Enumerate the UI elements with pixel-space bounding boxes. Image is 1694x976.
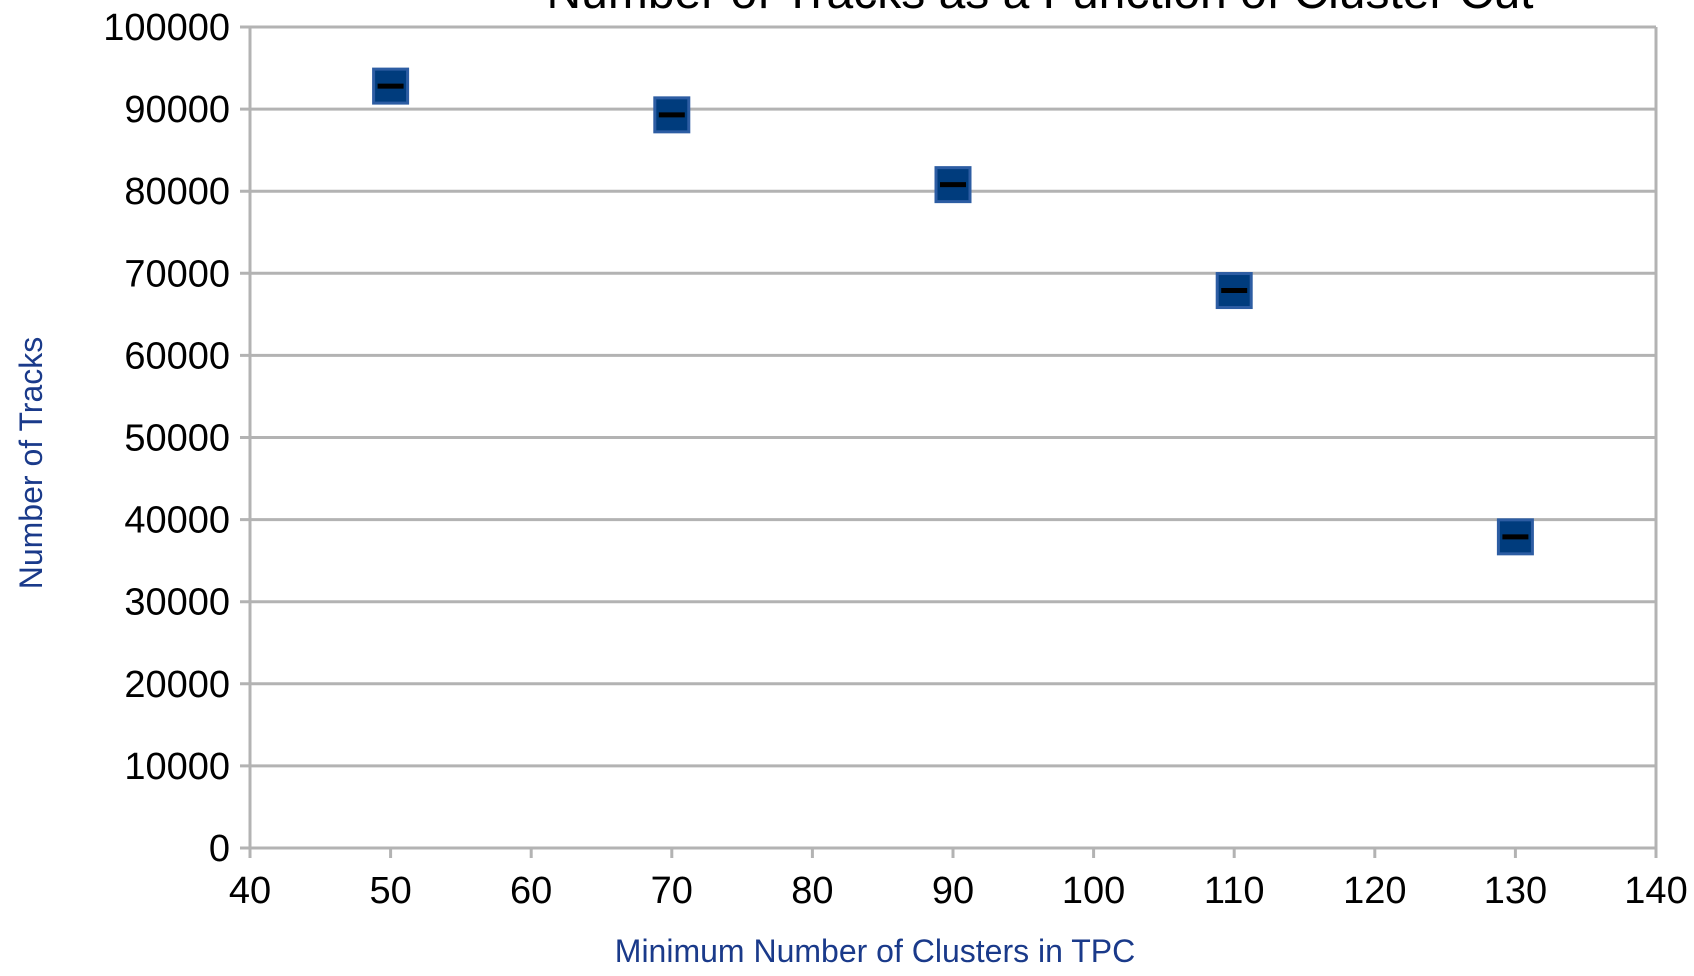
data-point	[1215, 272, 1253, 310]
y-axis-ticks: 0 10000 20000 30000 40000 50000 60000 70000 8000…	[103, 7, 230, 870]
x-tick-label: 130	[1484, 870, 1547, 912]
y-tick-label: 20000	[124, 664, 230, 706]
y-tick-label: 10000	[124, 746, 230, 788]
y-tick-label: 100000	[103, 7, 230, 49]
y-tick-label: 50000	[124, 418, 230, 460]
y-tick-label: 60000	[124, 335, 230, 377]
x-tick-label: 90	[932, 870, 974, 912]
point-marker	[1215, 272, 1253, 310]
data-point	[653, 96, 691, 134]
y-tick-label: 90000	[124, 89, 230, 131]
x-tick-label: 50	[369, 870, 411, 912]
data-point	[934, 166, 972, 204]
y-tick-label: 70000	[124, 253, 230, 295]
x-axis-ticks: 40 50 60 70 80 90 100 110 120 130 140	[229, 870, 1688, 912]
x-tick-label: 70	[651, 870, 693, 912]
y-tick-label: 30000	[124, 582, 230, 624]
x-tick-label: 80	[791, 870, 833, 912]
axes	[248, 27, 1658, 858]
y-tick-label: 0	[209, 828, 230, 870]
x-tick-label: 120	[1343, 870, 1406, 912]
data-points	[372, 67, 1534, 556]
x-tick-label: 40	[229, 870, 271, 912]
gridlines	[240, 25, 1656, 850]
x-tick-label: 140	[1624, 870, 1687, 912]
chart-title: Number of Tracks as a Function of Cluste…	[546, 0, 1533, 19]
data-point	[372, 67, 410, 105]
x-tick-label: 110	[1204, 870, 1265, 912]
data-point	[1496, 518, 1534, 556]
y-tick-label: 80000	[124, 171, 230, 213]
x-axis-title: Minimum Number of Clusters in TPC	[615, 933, 1135, 969]
x-tick-label: 60	[510, 870, 552, 912]
y-axis-title: Number of Tracks	[13, 337, 49, 590]
y-tick-label: 40000	[124, 500, 230, 542]
x-tick-label: 100	[1062, 870, 1125, 912]
